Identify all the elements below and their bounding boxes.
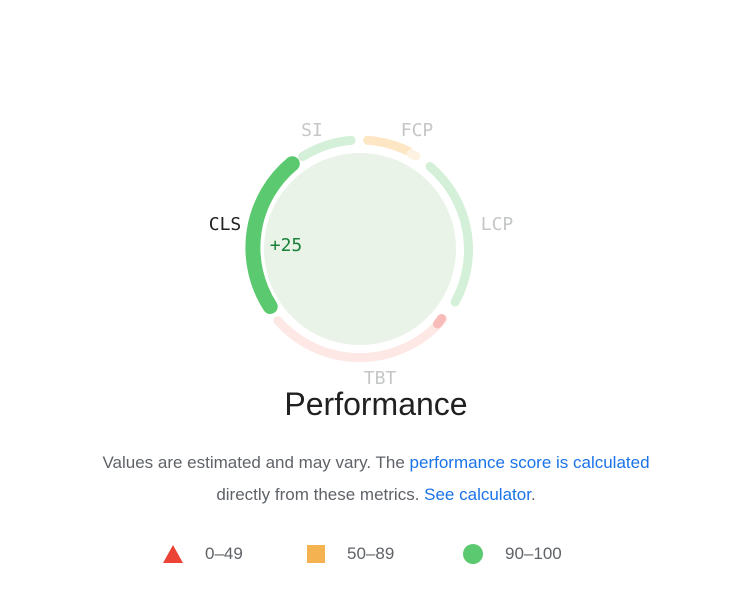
metric-label-fcp[interactable]: FCP <box>401 120 434 141</box>
gauge-arc-fcp[interactable] <box>363 135 413 156</box>
metric-label-cls[interactable]: CLS <box>209 214 242 235</box>
metric-label-tbt[interactable]: TBT <box>364 368 397 389</box>
description-text-2: directly from these metrics. <box>216 485 425 504</box>
legend-item-fail: 0–49 <box>163 540 243 568</box>
metric-delta-value: +25 <box>270 235 303 256</box>
gauge-center <box>264 153 456 345</box>
green-circle-icon <box>463 544 483 564</box>
gauge-arc-lcp[interactable] <box>425 162 473 307</box>
legend-label-average: 50–89 <box>347 544 395 563</box>
score-calculation-link[interactable]: performance score is calculated <box>409 453 650 472</box>
gauge-svg: SI FCP LCP TBT CLS +25 <box>209 120 514 389</box>
gauge-arc-tbt-tip <box>433 314 446 329</box>
gauge-arc-si[interactable] <box>298 135 356 162</box>
performance-gauge: SI FCP LCP TBT CLS +25 <box>209 120 514 389</box>
gauge-title: Performance <box>284 386 468 422</box>
red-triangle-icon <box>163 544 183 564</box>
metric-label-lcp[interactable]: LCP <box>481 214 514 235</box>
legend-label-fail: 0–49 <box>205 544 243 563</box>
legend-label-pass: 90–100 <box>505 544 562 563</box>
score-legend: 0–49 50–89 90–100 <box>0 540 752 568</box>
legend-item-average: 50–89 <box>307 540 394 568</box>
see-calculator-link[interactable]: See calculator <box>424 485 531 504</box>
gauge-arc-fcp-tail <box>406 149 421 161</box>
gauge-arc-cls[interactable] <box>245 156 300 314</box>
legend-item-pass: 90–100 <box>463 540 562 568</box>
orange-square-icon <box>307 545 325 563</box>
gauge-arc-tbt[interactable] <box>273 314 448 363</box>
metric-label-si[interactable]: SI <box>301 120 323 141</box>
gauge-description: Values are estimated and may vary. The p… <box>30 447 722 511</box>
description-text-1: Values are estimated and may vary. The <box>102 453 410 472</box>
description-text-3: . <box>530 485 536 504</box>
